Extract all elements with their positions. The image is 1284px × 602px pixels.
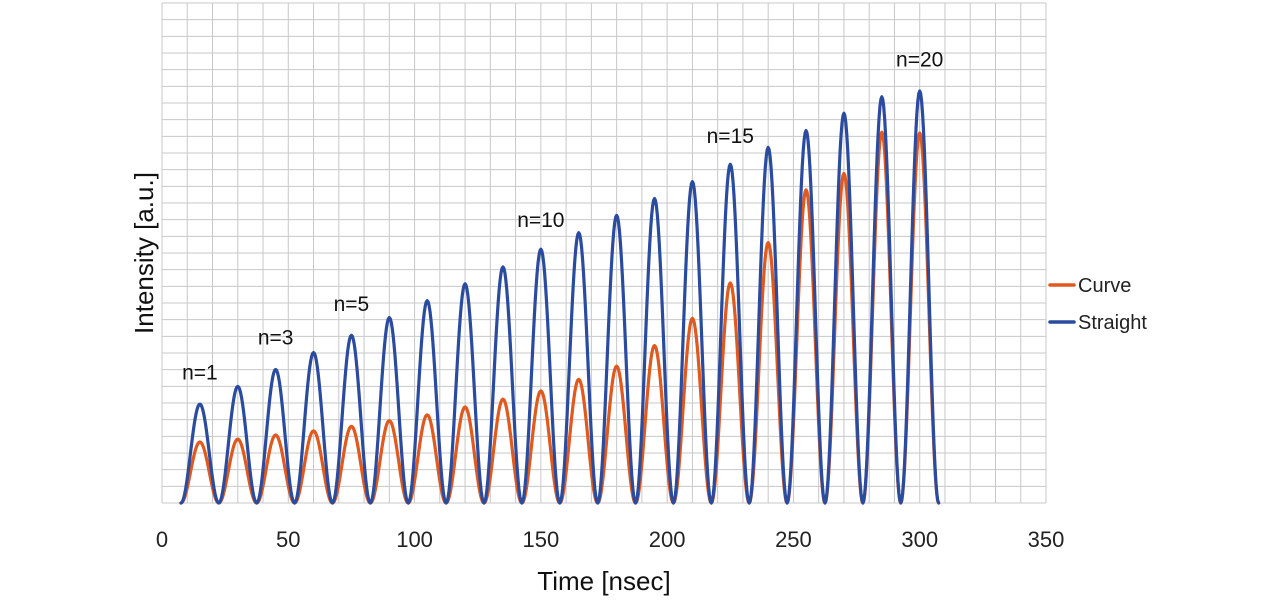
pulse-annotation: n=20	[896, 48, 943, 71]
pulse-annotation: n=1	[182, 361, 218, 384]
x-tick-label: 200	[649, 527, 686, 552]
x-tick-label: 300	[901, 527, 938, 552]
x-tick-label: 250	[775, 527, 812, 552]
pulse-annotation: n=15	[707, 125, 754, 148]
legend: Curve Straight	[1048, 275, 1147, 334]
series-line-straight	[179, 89, 941, 505]
series-lines	[179, 89, 941, 505]
x-tick-label: 350	[1028, 527, 1065, 552]
x-tick-label: 150	[522, 527, 559, 552]
pulse-annotation: n=5	[334, 293, 370, 316]
x-tick-label: 50	[276, 527, 300, 552]
x-axis-tick-labels: 0 50 100 150 200 250 300 350	[156, 527, 1064, 552]
pulse-annotation: n=10	[517, 209, 564, 232]
legend-label-curve: Curve	[1078, 275, 1131, 297]
legend-label-straight: Straight	[1078, 312, 1147, 334]
pulse-annotations: n=1 n=3 n=5 n=10 n=15 n=20	[182, 48, 943, 384]
x-tick-label: 100	[396, 527, 433, 552]
pulse-annotation: n=3	[258, 326, 294, 349]
x-axis-title: Time [nsec]	[537, 566, 670, 596]
x-tick-label: 0	[156, 527, 168, 552]
y-axis-title: Intensity [a.u.]	[129, 172, 159, 334]
